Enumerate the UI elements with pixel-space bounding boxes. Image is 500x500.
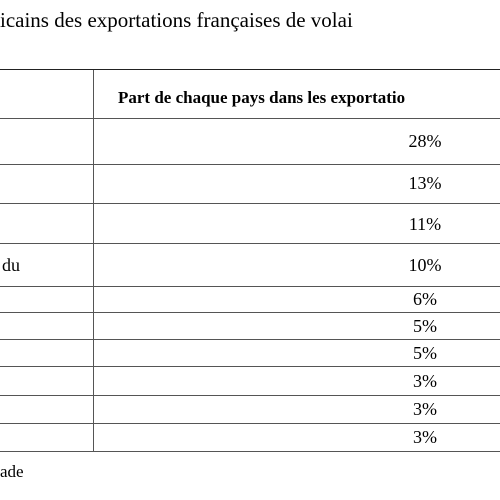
table-row-rule <box>0 164 500 165</box>
table-row-rule <box>0 366 500 367</box>
table-row-rule <box>0 118 500 119</box>
table-cell-share: 13% <box>408 173 442 193</box>
table-cell-country: du <box>2 255 20 275</box>
table-top-rule <box>0 69 500 70</box>
table-row-rule <box>0 395 500 396</box>
table-cell-share: 10% <box>408 255 442 275</box>
table-column-divider <box>93 70 94 452</box>
table-cell-share: 5% <box>413 343 437 363</box>
table-row-rule <box>0 339 500 340</box>
document-title: icains des exportations françaises de vo… <box>0 8 353 32</box>
table-row-rule <box>0 243 500 244</box>
table-cell-share: 5% <box>413 316 437 336</box>
table-row-rule <box>0 286 500 287</box>
table-footnote: ade <box>0 462 24 481</box>
table-cell-share: 28% <box>408 131 442 151</box>
table-cell-share: 3% <box>413 371 437 391</box>
table-cell-share: 6% <box>413 289 437 309</box>
table-cell-share: 3% <box>413 399 437 419</box>
table-cell-share: 11% <box>408 214 442 234</box>
table-bottom-rule <box>0 451 500 452</box>
table-header-share: Part de chaque pays dans les exportatio <box>118 88 406 107</box>
table-row-rule <box>0 203 500 204</box>
table-row-rule <box>0 312 500 313</box>
table-row-rule <box>0 423 500 424</box>
table-cell-share: 3% <box>413 427 437 447</box>
